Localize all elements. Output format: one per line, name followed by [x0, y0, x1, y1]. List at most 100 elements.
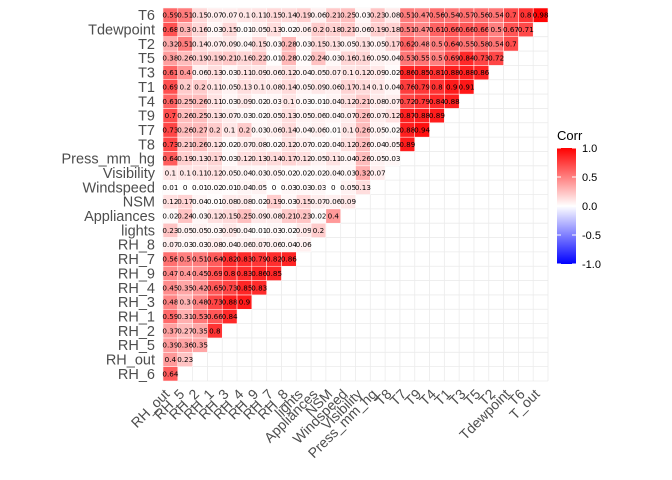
- cell-value-label: 0: [183, 183, 188, 192]
- cell-value-label: 0.15: [266, 11, 282, 20]
- cell-value-label: 0.05: [177, 226, 193, 235]
- cell-value-label: 0.02: [266, 140, 282, 149]
- cell-value-label: 0.04: [222, 240, 238, 249]
- legend-tick-label: -0.5: [582, 230, 601, 242]
- cell-value-label: 0.05: [222, 168, 238, 177]
- cell-value-label: 0.11: [325, 154, 341, 163]
- cell-value-label: 0.62: [399, 39, 415, 48]
- cell-value-label: 0.16: [236, 54, 252, 63]
- cell-value-label: 0.51: [192, 255, 208, 264]
- cell-value-label: 0.05: [251, 25, 267, 34]
- cell-value-label: 0.02: [162, 212, 178, 221]
- cell-value-label: 0.26: [355, 125, 371, 134]
- cell-value-label: 0.17: [385, 39, 401, 48]
- cell-value-label: 0.12: [281, 140, 297, 149]
- y-tick-label: lights: [121, 223, 155, 239]
- cell-value-label: 0.03: [236, 111, 252, 120]
- cell-value-label: 0.04: [296, 68, 312, 77]
- cell-value-label: 0.07: [236, 140, 252, 149]
- cell-value-label: 0.13: [236, 82, 252, 91]
- cell-value-label: 0.73: [473, 54, 489, 63]
- cell-value-label: 0.15: [251, 39, 267, 48]
- y-tick-label: RH_9: [118, 266, 155, 282]
- cell-value-label: 0.26: [192, 140, 208, 149]
- cell-value-label: 0.86: [473, 68, 489, 77]
- cell-value-label: 0.13: [355, 39, 371, 48]
- cell-value-label: 0.08: [222, 197, 238, 206]
- cell-value-label: 0.19: [266, 197, 282, 206]
- cell-value-label: 0.06: [192, 68, 208, 77]
- y-tick-label: Windspeed: [82, 180, 155, 196]
- cell-value-label: 0.28: [281, 54, 297, 63]
- cell-value-label: 0.05: [370, 54, 386, 63]
- cell-value-label: 0.04: [236, 168, 252, 177]
- heatmap-cell: [532, 7, 549, 23]
- cell-value-label: 0.88: [444, 68, 460, 77]
- cell-value-label: 0.13: [251, 154, 267, 163]
- cell-value-label: 0.88: [459, 68, 475, 77]
- cell-value-label: 0.07: [162, 240, 178, 249]
- cell-value-label: 0.26: [355, 140, 371, 149]
- cell-value-label: 0.8: [224, 269, 236, 278]
- cell-value-label: 0.01: [310, 97, 326, 106]
- cell-value-label: 0.98: [533, 11, 549, 20]
- cell-value-label: 0.01: [192, 183, 208, 192]
- cell-value-label: 0.56: [473, 11, 489, 20]
- cell-value-label: 0.1: [165, 168, 176, 177]
- cell-value-label: 0.09: [296, 226, 312, 235]
- cell-value-label: 0.79: [414, 97, 430, 106]
- cell-value-label: 0.31: [177, 312, 193, 321]
- cell-value-label: 0.04: [281, 240, 297, 249]
- cell-value-label: 0.09: [340, 197, 356, 206]
- cell-value-label: 0.23: [177, 355, 193, 364]
- cell-value-label: 0.01: [325, 125, 341, 134]
- cell-value-label: 0.7: [505, 39, 516, 48]
- cell-value-label: 0.21: [325, 11, 341, 20]
- cell-value-label: 0.61: [162, 97, 178, 106]
- cell-value-label: 0.38: [162, 54, 178, 63]
- cell-value-label: 0.06: [325, 197, 341, 206]
- cell-value-label: 0.11: [207, 97, 223, 106]
- cell-value-label: 0.28: [281, 39, 297, 48]
- cell-value-label: 0.1: [372, 82, 383, 91]
- cell-value-label: 0.84: [459, 54, 475, 63]
- cell-value-label: 0.55: [414, 54, 430, 63]
- cell-value-label: 0.01: [266, 54, 282, 63]
- y-tick-label: T5: [138, 51, 155, 67]
- cell-value-label: 0.15: [222, 212, 238, 221]
- cell-value-label: 0.04: [385, 82, 401, 91]
- cell-value-label: 0.11: [236, 68, 252, 77]
- cell-value-label: 0.07: [207, 39, 223, 48]
- cell-value-label: 0.56: [429, 11, 445, 20]
- cell-value-label: 0.32: [162, 39, 178, 48]
- cell-value-label: 0.04: [340, 154, 356, 163]
- cell-value-label: 0.13: [281, 111, 297, 120]
- cell-value-label: 0.04: [370, 140, 386, 149]
- cell-value-label: 0.53: [192, 312, 208, 321]
- legend-ticks: 1.0 0.5 0.0 -0.5 -1.0: [557, 143, 601, 271]
- cell-value-label: 0.56: [162, 255, 178, 264]
- cell-value-label: 0.15: [222, 25, 238, 34]
- cell-value-label: 0.53: [399, 54, 415, 63]
- y-tick-label: T8: [138, 137, 155, 153]
- cell-value-label: 0.04: [325, 111, 341, 120]
- cell-value-label: 0.06: [266, 240, 282, 249]
- cell-value-label: 0.4: [165, 355, 177, 364]
- cell-value-label: 0.35: [177, 283, 193, 292]
- cell-value-label: 0.2: [239, 125, 250, 134]
- legend-colorbar: [557, 148, 576, 264]
- cell-value-label: 0.05: [370, 39, 386, 48]
- cell-value-label: 0.85: [266, 269, 282, 278]
- cell-value-label: 0.14: [281, 11, 297, 20]
- cell-value-label: 0.04: [296, 125, 312, 134]
- cell-value-label: 0: [331, 183, 336, 192]
- cell-value-label: 0.06: [310, 111, 326, 120]
- cell-value-label: 0.09: [310, 82, 326, 91]
- legend-tick-label: -1.0: [582, 259, 601, 271]
- cell-value-label: 0.11: [207, 82, 223, 91]
- cell-value-label: 0.89: [399, 140, 415, 149]
- cell-value-label: 0.69: [444, 54, 460, 63]
- cell-value-label: 0.05: [266, 168, 282, 177]
- cell-value-label: 0.01: [251, 226, 267, 235]
- cell-value-label: 0.3: [179, 25, 190, 34]
